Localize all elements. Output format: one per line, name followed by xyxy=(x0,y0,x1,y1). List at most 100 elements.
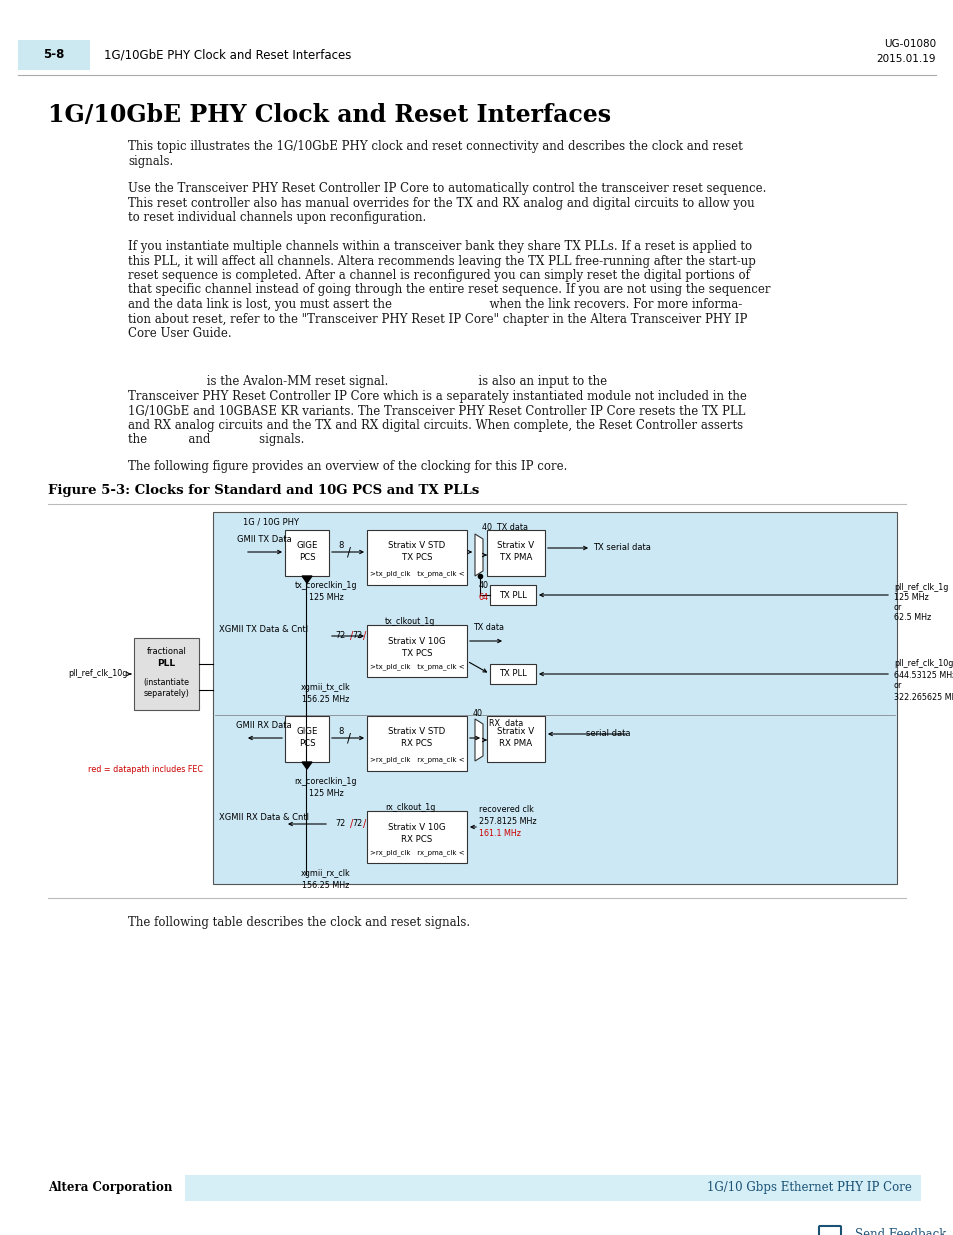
Text: pll_ref_clk_1g: pll_ref_clk_1g xyxy=(893,583,947,592)
Bar xyxy=(367,811,467,863)
Text: tion about reset, refer to the "Transceiver PHY Reset IP Core" chapter in the Al: tion about reset, refer to the "Transcei… xyxy=(128,312,746,326)
Text: 5-8: 5-8 xyxy=(43,48,65,62)
Text: the           and             signals.: the and signals. xyxy=(128,433,304,447)
Bar xyxy=(285,530,329,576)
Text: TX data: TX data xyxy=(473,622,503,631)
Bar xyxy=(486,530,544,576)
Text: >rx_pld_clk   rx_pma_clk <: >rx_pld_clk rx_pma_clk < xyxy=(370,757,464,763)
Text: 64: 64 xyxy=(478,594,489,603)
Text: 1G/10GbE PHY Clock and Reset Interfaces: 1G/10GbE PHY Clock and Reset Interfaces xyxy=(48,103,611,127)
Text: If you instantiate multiple channels within a transceiver bank they share TX PLL: If you instantiate multiple channels wit… xyxy=(128,240,751,253)
Text: to reset individual channels upon reconfiguration.: to reset individual channels upon reconf… xyxy=(128,211,426,224)
Bar xyxy=(213,513,896,884)
Bar xyxy=(133,638,199,710)
Text: or: or xyxy=(893,603,902,611)
Bar xyxy=(367,625,467,677)
Text: 62.5 MHz: 62.5 MHz xyxy=(893,613,930,621)
Text: RX PCS: RX PCS xyxy=(401,835,432,844)
Text: fractional: fractional xyxy=(147,647,186,657)
Polygon shape xyxy=(475,534,482,576)
Text: TX serial data: TX serial data xyxy=(593,543,650,552)
Text: (instantiate: (instantiate xyxy=(143,678,190,687)
Text: 72: 72 xyxy=(335,631,346,641)
Text: UG-01080: UG-01080 xyxy=(882,40,935,49)
Text: >tx_pld_clk   tx_pma_clk <: >tx_pld_clk tx_pma_clk < xyxy=(370,571,464,578)
Text: 40: 40 xyxy=(473,709,482,719)
Polygon shape xyxy=(475,719,482,761)
Text: TX PCS: TX PCS xyxy=(401,553,432,562)
Text: 161.1 MHz: 161.1 MHz xyxy=(478,829,520,837)
Text: 125 MHz: 125 MHz xyxy=(893,593,928,601)
Text: Stratix V STD: Stratix V STD xyxy=(388,727,445,736)
Text: rx_clkout_1g: rx_clkout_1g xyxy=(385,803,435,811)
Text: 1G/10 Gbps Ethernet PHY IP Core: 1G/10 Gbps Ethernet PHY IP Core xyxy=(706,1182,911,1194)
Text: GIGE: GIGE xyxy=(296,541,317,551)
Text: pll_ref_clk_10g: pll_ref_clk_10g xyxy=(893,659,952,668)
Text: 1G/10GbE and 10GBASE KR variants. The Transceiver PHY Reset Controller IP Core r: 1G/10GbE and 10GBASE KR variants. The Tr… xyxy=(128,405,744,417)
Text: xgmii_rx_clk: xgmii_rx_clk xyxy=(301,868,351,878)
Polygon shape xyxy=(302,762,312,769)
Text: Figure 5-3: Clocks for Standard and 10G PCS and TX PLLs: Figure 5-3: Clocks for Standard and 10G … xyxy=(48,484,478,496)
Bar xyxy=(367,716,467,771)
Text: /: / xyxy=(350,631,354,641)
Text: or: or xyxy=(893,682,902,690)
Text: rx_coreclkin_1g: rx_coreclkin_1g xyxy=(294,777,356,785)
Text: >tx_pld_clk   tx_pma_clk <: >tx_pld_clk tx_pma_clk < xyxy=(370,663,464,671)
Text: Stratix V: Stratix V xyxy=(497,541,534,551)
Text: GMII TX Data: GMII TX Data xyxy=(236,536,291,545)
Text: 257.8125 MHz: 257.8125 MHz xyxy=(478,816,536,825)
Text: 2015.01.19: 2015.01.19 xyxy=(876,54,935,64)
Bar xyxy=(490,664,536,684)
Text: Transceiver PHY Reset Controller IP Core which is a separately instantiated modu: Transceiver PHY Reset Controller IP Core… xyxy=(128,390,746,403)
Text: Send Feedback: Send Feedback xyxy=(854,1228,945,1235)
Text: tx_coreclkin_1g: tx_coreclkin_1g xyxy=(294,582,356,590)
Text: Stratix V 10G: Stratix V 10G xyxy=(388,823,445,831)
Polygon shape xyxy=(302,576,312,583)
Text: 156.25 MHz: 156.25 MHz xyxy=(302,694,350,704)
Text: PCS: PCS xyxy=(298,552,315,562)
Bar xyxy=(490,585,536,605)
Text: PCS: PCS xyxy=(298,739,315,747)
Text: >rx_pld_clk   rx_pma_clk <: >rx_pld_clk rx_pma_clk < xyxy=(370,850,464,856)
Text: Use the Transceiver PHY Reset Controller IP Core to automatically control the tr: Use the Transceiver PHY Reset Controller… xyxy=(128,182,765,195)
Text: RX PCS: RX PCS xyxy=(401,740,432,748)
Text: is the Avalon-MM reset signal.                        is also an input to the: is the Avalon-MM reset signal. is also a… xyxy=(128,375,606,388)
Bar xyxy=(486,716,544,762)
Text: 1G / 10G PHY: 1G / 10G PHY xyxy=(243,517,298,526)
Text: /: / xyxy=(363,819,366,829)
Text: PLL: PLL xyxy=(157,659,175,668)
Text: /: / xyxy=(363,631,366,641)
Text: and the data link is lost, you must assert the                          when the: and the data link is lost, you must asse… xyxy=(128,298,741,311)
Text: This reset controller also has manual overrides for the TX and RX analog and dig: This reset controller also has manual ov… xyxy=(128,196,754,210)
Text: The following table describes the clock and reset signals.: The following table describes the clock … xyxy=(128,916,470,929)
Text: that specific channel instead of going through the entire reset sequence. If you: that specific channel instead of going t… xyxy=(128,284,770,296)
Text: pll_ref_clk_10g: pll_ref_clk_10g xyxy=(69,669,128,678)
Bar xyxy=(185,1174,920,1200)
Bar xyxy=(285,716,329,762)
Bar xyxy=(18,40,90,70)
Text: 72: 72 xyxy=(353,820,363,829)
Text: separately): separately) xyxy=(143,689,190,699)
Text: signals.: signals. xyxy=(128,154,173,168)
Text: 8: 8 xyxy=(338,726,343,736)
Text: TX PLL: TX PLL xyxy=(498,669,526,678)
Text: 322.265625 MHz: 322.265625 MHz xyxy=(893,693,953,701)
Bar xyxy=(367,530,467,585)
FancyBboxPatch shape xyxy=(818,1226,841,1235)
Text: tx_clkout_1g: tx_clkout_1g xyxy=(385,618,435,626)
Text: 72: 72 xyxy=(335,820,346,829)
Text: The following figure provides an overview of the clocking for this IP core.: The following figure provides an overvie… xyxy=(128,459,567,473)
Text: and RX analog circuits and the TX and RX digital circuits. When complete, the Re: and RX analog circuits and the TX and RX… xyxy=(128,419,742,432)
Text: Stratix V STD: Stratix V STD xyxy=(388,541,445,551)
Text: This topic illustrates the 1G/10GbE PHY clock and reset connectivity and describ: This topic illustrates the 1G/10GbE PHY … xyxy=(128,140,742,153)
Text: 644.53125 MHz: 644.53125 MHz xyxy=(893,671,953,679)
Text: serial data: serial data xyxy=(586,730,630,739)
Text: recovered clk: recovered clk xyxy=(478,804,534,814)
Text: RX PMA: RX PMA xyxy=(499,740,532,748)
Text: RX  data: RX data xyxy=(489,720,522,729)
Text: xgmii_tx_clk: xgmii_tx_clk xyxy=(301,683,351,692)
Text: 72: 72 xyxy=(353,631,363,641)
Text: Core User Guide.: Core User Guide. xyxy=(128,327,232,340)
Text: /: / xyxy=(347,546,351,558)
Text: TX PLL: TX PLL xyxy=(498,590,526,599)
